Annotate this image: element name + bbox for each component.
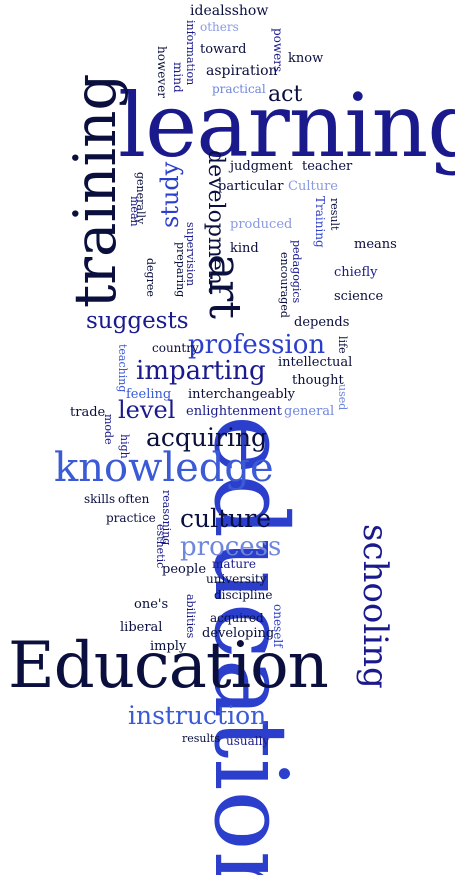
word-one-s: one's (134, 597, 169, 612)
word-imparting: imparting (136, 356, 266, 386)
word-aspiration: aspiration (206, 63, 278, 79)
word-Education: Education (8, 629, 329, 703)
word-preparing: preparing (174, 242, 187, 298)
word-encouraged: encouraged (278, 252, 291, 318)
word-means: means (354, 237, 397, 252)
word-mature: mature (212, 557, 256, 571)
word-acquiring: acquiring (146, 423, 268, 452)
word-act: act (268, 82, 303, 107)
word-abilities: abilities (184, 594, 197, 639)
word-acquired: acquired (210, 611, 264, 625)
word-instruction: instruction (128, 701, 267, 730)
word-toward: toward (200, 42, 247, 57)
word-country: country (152, 341, 199, 355)
word-intellectual: intellectual (278, 355, 353, 370)
word-interchangeably: interchangeably (188, 387, 296, 402)
word-kind: kind (230, 241, 259, 256)
word-often: often (118, 492, 150, 506)
word-high: high (118, 434, 131, 459)
word-teaching: teaching (116, 344, 129, 393)
word-mean: mean (128, 196, 141, 227)
word-information: information (184, 20, 197, 86)
word-pedagogics: pedagogics (290, 240, 303, 304)
word-judgment: judgment (230, 159, 293, 174)
word-process: process (180, 532, 282, 562)
word-learning: learning (118, 74, 455, 177)
word-suggests: suggests (86, 308, 189, 334)
word-mind: mind (171, 62, 185, 93)
word-developing: developing (202, 626, 275, 641)
word-Training: Training (313, 196, 327, 248)
word-science: science (334, 289, 384, 304)
word-level: level (118, 396, 176, 424)
word-enlightenment: enlightenment (186, 404, 282, 419)
word-chiefly: chiefly (334, 265, 378, 280)
word-study: study (156, 161, 184, 228)
word-university: university (206, 572, 267, 586)
word-culture: culture (180, 504, 271, 533)
word-training: training (61, 73, 129, 308)
word-usually: usually (226, 734, 270, 748)
word-schooling: schooling (355, 524, 395, 689)
word-idealsshow: idealsshow (190, 3, 269, 19)
word-thought: thought (292, 373, 344, 388)
word-knowledge: knowledge (54, 445, 274, 491)
word-life: life (336, 336, 349, 354)
word-others: others (200, 20, 239, 34)
word-teacher: teacher (302, 159, 353, 174)
word-depends: depends (294, 315, 350, 330)
word-Culture: Culture (288, 179, 338, 194)
word-profession: profession (188, 330, 326, 360)
word-particular: particular (218, 179, 284, 194)
word-trade: trade (70, 405, 106, 420)
word-practice: practice (106, 511, 156, 525)
word-results: results (182, 732, 221, 745)
word-feeling: feeling (126, 387, 172, 402)
word-degree: degree (144, 258, 157, 297)
word-however: however (155, 46, 169, 98)
word-imply: imply (150, 639, 187, 654)
word-liberal: liberal (120, 620, 163, 635)
word-produced: produced (230, 217, 293, 232)
word-general: general (284, 404, 335, 419)
word-people: people (162, 562, 207, 577)
word-skills: skills (84, 492, 116, 506)
word-mode: mode (102, 414, 115, 445)
word-used: used (336, 384, 349, 411)
word-result: result (328, 198, 341, 231)
word-development: development (203, 150, 228, 294)
word-practical: practical (212, 82, 266, 96)
word-discipline: discipline (214, 588, 273, 602)
word-know: know (288, 51, 324, 66)
